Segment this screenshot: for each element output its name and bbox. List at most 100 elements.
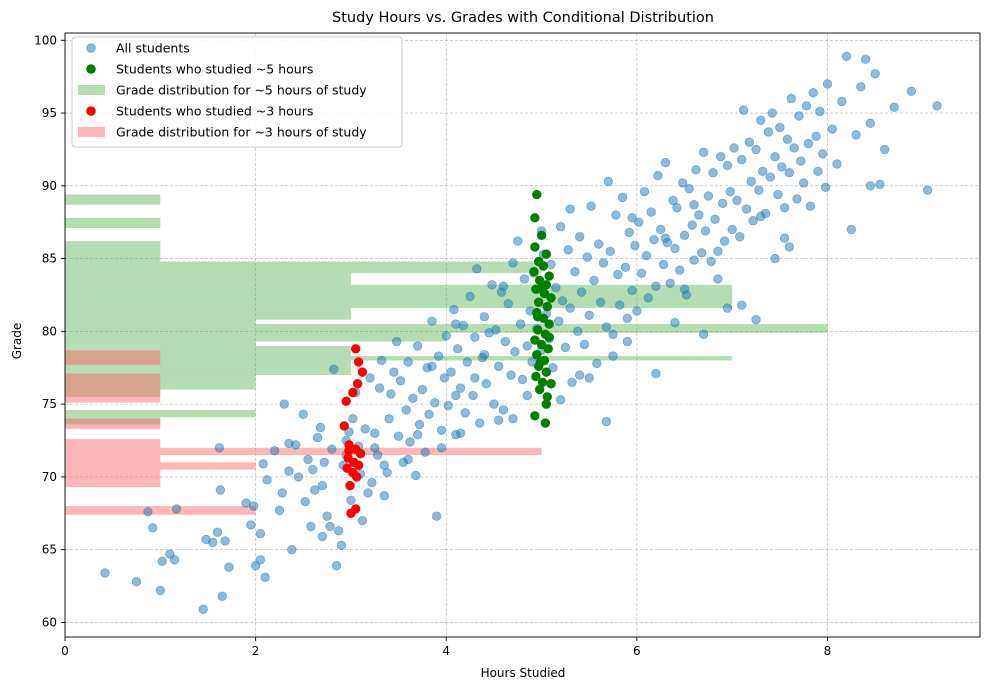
scatter-point-all (710, 214, 720, 224)
scatter-point-all (660, 233, 671, 243)
scatter-point-all (451, 390, 461, 401)
x-tick-label: 0 (61, 644, 69, 658)
scatter-point-3h (352, 379, 363, 389)
scatter-point-all (565, 204, 575, 214)
scatter-point-all (548, 363, 558, 373)
legend: All students Students who studied ~5 hour… (71, 36, 403, 148)
scatter-point-all (522, 341, 532, 351)
scatter-point-all (405, 437, 415, 447)
scatter-point-3h (351, 472, 362, 482)
legend-label: All students (116, 41, 190, 56)
scatter-point-all (317, 480, 328, 491)
scatter-point-all (794, 111, 804, 121)
scatter-point-all (554, 316, 564, 326)
scatter-point-all (293, 472, 304, 482)
histogram-bar (65, 217, 161, 229)
scatter-point-all (298, 409, 308, 420)
scatter-point-5h (544, 332, 554, 342)
scatter-point-all (455, 383, 466, 393)
scatter-point-all (557, 296, 568, 306)
scatter-point-all (462, 357, 472, 367)
scatter-point-all (424, 409, 434, 420)
scatter-point-all (491, 325, 501, 335)
histogram-bar (65, 194, 161, 205)
scatter-point-all (632, 306, 642, 316)
scatter-point-all (171, 504, 182, 514)
histogram-bar (65, 418, 161, 429)
scatter-point-all (696, 248, 707, 258)
scatter-point-all (365, 373, 375, 383)
scatter-point-all (922, 185, 933, 195)
scatter-point-all (856, 82, 866, 92)
scatter-point-all (493, 361, 504, 371)
scatter-point-all (468, 390, 478, 401)
scatter-point-all (641, 250, 652, 261)
histogram-bar (65, 476, 161, 488)
scatter-point-all (689, 200, 699, 210)
scatter-point-all (370, 443, 380, 453)
scatter-point-3h (341, 396, 351, 406)
scatter-point-all (754, 185, 764, 195)
scatter-point-all (751, 315, 761, 325)
scatter-point-all (449, 304, 459, 315)
scatter-point-all (217, 591, 227, 601)
histogram-bar (65, 360, 351, 368)
histogram-bar (65, 506, 256, 515)
scatter-point-all (608, 329, 618, 339)
scatter-point-all (155, 585, 166, 596)
scatter-point-all (792, 194, 802, 204)
scatter-point-3h (355, 448, 366, 459)
scatter-point-all (584, 310, 594, 321)
scatter-point-all (784, 168, 795, 178)
scatter-point-all (465, 291, 475, 302)
scatter-point-all (789, 143, 799, 153)
scatter-point-all (336, 540, 347, 551)
scatter-point-all (636, 268, 647, 278)
scatter-point-all (670, 317, 680, 328)
scatter-point-all (713, 274, 723, 284)
scatter-point-all (643, 293, 654, 303)
scatter-point-all (277, 488, 288, 498)
scatter-point-all (777, 162, 787, 172)
scatter-point-all (801, 101, 812, 111)
scatter-point-5h (534, 384, 545, 395)
scatter-point-5h (546, 379, 556, 389)
y-tick-label: 60 (42, 615, 57, 629)
scatter-point-all (630, 240, 640, 251)
legend-label: Grade distribution for ~3 hours of study (116, 125, 367, 140)
legend-label: Students who studied ~3 hours (116, 104, 313, 119)
scatter-point-all (279, 399, 289, 409)
scatter-point-all (157, 556, 167, 567)
scatter-point-all (474, 418, 485, 428)
scatter-point-all (837, 96, 847, 107)
scatter-point-all (258, 459, 268, 469)
scatter-point-all (215, 485, 226, 495)
y-tick-label: 75 (42, 397, 57, 411)
scatter-point-all (601, 322, 612, 332)
scatter-point-all (770, 253, 780, 264)
scatter-point-all (470, 332, 480, 342)
scatter-point-all (737, 300, 747, 310)
scatter-point-all (513, 236, 523, 246)
scatter-point-all (560, 342, 571, 353)
x-tick-label: 8 (824, 644, 832, 658)
scatter-point-all (403, 357, 413, 367)
scatter-point-all (143, 507, 153, 517)
scatter-point-all (595, 297, 606, 307)
scatter-point-5h (541, 249, 552, 259)
scatter-point-all (717, 198, 728, 208)
scatter-point-all (472, 264, 482, 274)
scatter-point-all (262, 475, 272, 485)
scatter-point-all (519, 274, 530, 284)
scatter-point-all (284, 466, 294, 476)
scatter-point-all (147, 523, 158, 533)
scatter-point-all (687, 220, 697, 230)
scatter-point-5h (536, 230, 547, 241)
scatter-point-5h (538, 261, 549, 271)
x-tick-label: 2 (252, 644, 260, 658)
scatter-point-all (738, 105, 749, 115)
scatter-point-all (767, 108, 777, 118)
scatter-point-all (615, 300, 625, 310)
scatter-point-all (763, 127, 774, 137)
scatter-point-all (779, 233, 790, 243)
